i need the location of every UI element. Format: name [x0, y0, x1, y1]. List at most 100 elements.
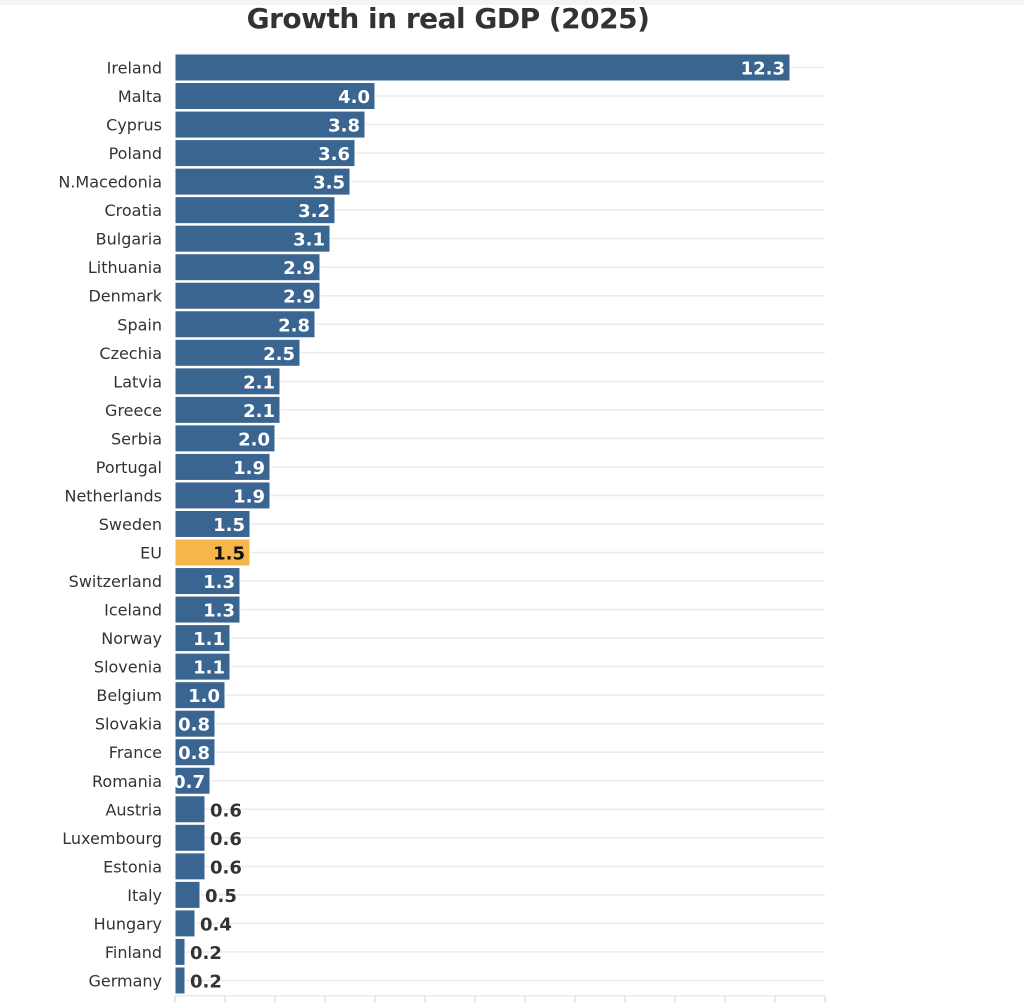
bar-norway — [174, 624, 231, 653]
category-label: Slovakia — [95, 715, 162, 734]
bar-italy — [174, 880, 201, 909]
data-label: 2.9 — [283, 287, 315, 308]
data-label: 0.5 — [205, 886, 237, 907]
category-label: Serbia — [111, 429, 162, 448]
data-label: 1.9 — [233, 486, 265, 507]
data-label: 0.2 — [190, 971, 222, 992]
bar-estonia — [174, 852, 206, 881]
bar-austria — [174, 795, 206, 824]
category-label: N.Macedonia — [58, 173, 162, 192]
data-label: 0.4 — [200, 914, 232, 935]
data-label: 0.6 — [210, 857, 242, 878]
data-label: 0.2 — [190, 943, 222, 964]
bar-finland — [174, 937, 186, 966]
data-label: 0.8 — [178, 715, 210, 736]
bar-cyprus — [174, 110, 366, 139]
bar-spain — [174, 310, 316, 339]
data-label: 0.8 — [178, 743, 210, 764]
bar-latvia — [174, 367, 281, 396]
bar-croatia — [174, 196, 336, 225]
data-label: 2.0 — [238, 429, 270, 450]
bar-hungary — [174, 909, 196, 938]
bar-slovakia — [174, 709, 216, 738]
data-label: 4.0 — [338, 87, 370, 108]
category-label: Italy — [127, 886, 162, 905]
category-label: Malta — [118, 87, 162, 106]
category-label: Ireland — [107, 59, 162, 78]
data-label: 3.8 — [328, 116, 360, 137]
category-label: Cyprus — [106, 116, 162, 135]
data-label: 2.9 — [283, 258, 315, 279]
bar-greece — [174, 395, 281, 424]
bar-denmark — [174, 281, 321, 310]
bar-switzerland — [174, 567, 241, 596]
category-label: Finland — [105, 943, 162, 962]
data-label: 0.6 — [210, 800, 242, 821]
top-bar — [0, 0, 1024, 5]
bar-eu — [174, 538, 251, 567]
data-label: 1.3 — [203, 572, 235, 593]
category-label: Switzerland — [69, 572, 162, 591]
bar-bulgaria — [174, 224, 331, 253]
data-label: 0.6 — [210, 829, 242, 850]
data-label: 3.2 — [298, 201, 330, 222]
bar-romania — [174, 766, 211, 795]
data-label: 3.5 — [313, 173, 345, 194]
bar-poland — [174, 139, 356, 168]
data-label: 2.8 — [278, 315, 310, 336]
data-label: 1.5 — [213, 544, 245, 565]
category-label: Estonia — [103, 857, 162, 876]
category-label: Luxembourg — [62, 829, 162, 848]
data-label: 3.1 — [293, 230, 325, 251]
data-label: 12.3 — [741, 59, 785, 80]
bar-iceland — [174, 595, 241, 624]
data-label: 1.1 — [193, 629, 225, 650]
category-label: Latvia — [113, 372, 162, 391]
bar-ireland — [174, 53, 791, 82]
category-label: Poland — [109, 144, 162, 163]
data-label: 0.7 — [173, 772, 205, 793]
category-label: Norway — [101, 629, 162, 648]
bar-nmacedonia — [174, 167, 351, 196]
category-label: Spain — [117, 315, 162, 334]
data-label: 2.1 — [243, 401, 275, 422]
category-label: Portugal — [96, 458, 162, 477]
category-label: Iceland — [104, 601, 162, 620]
bar-sweden — [174, 509, 251, 538]
data-label: 2.1 — [243, 372, 275, 393]
data-label: 3.6 — [318, 144, 350, 165]
category-label: Greece — [105, 401, 162, 420]
category-label: Bulgaria — [96, 230, 162, 249]
category-label: Croatia — [104, 201, 162, 220]
category-label: Netherlands — [64, 486, 162, 505]
bar-france — [174, 738, 216, 767]
category-label: EU — [140, 544, 162, 563]
data-label: 2.5 — [263, 344, 295, 365]
bar-belgium — [174, 681, 226, 710]
data-label: 1.9 — [233, 458, 265, 479]
data-label: 1.0 — [188, 686, 220, 707]
bar-luxembourg — [174, 823, 206, 852]
bar-czechia — [174, 338, 301, 367]
category-label: Hungary — [94, 914, 162, 933]
category-label: Germany — [88, 971, 162, 990]
chart-title: Growth in real GDP (2025) — [246, 2, 650, 35]
category-label: Sweden — [99, 515, 162, 534]
bar-netherlands — [174, 481, 271, 510]
category-label: Lithuania — [88, 258, 162, 277]
category-label: Austria — [105, 800, 162, 819]
bar-serbia — [174, 424, 276, 453]
data-label: 1.3 — [203, 601, 235, 622]
bar-malta — [174, 82, 376, 111]
data-label: 1.5 — [213, 515, 245, 536]
category-label: Denmark — [88, 287, 162, 306]
bar-slovenia — [174, 652, 231, 681]
bar-lithuania — [174, 253, 321, 282]
category-label: Czechia — [99, 344, 162, 363]
category-label: Belgium — [96, 686, 162, 705]
category-label: France — [109, 743, 162, 762]
category-label: Romania — [92, 772, 162, 791]
bar-portugal — [174, 452, 271, 481]
category-label: Slovenia — [94, 658, 162, 677]
